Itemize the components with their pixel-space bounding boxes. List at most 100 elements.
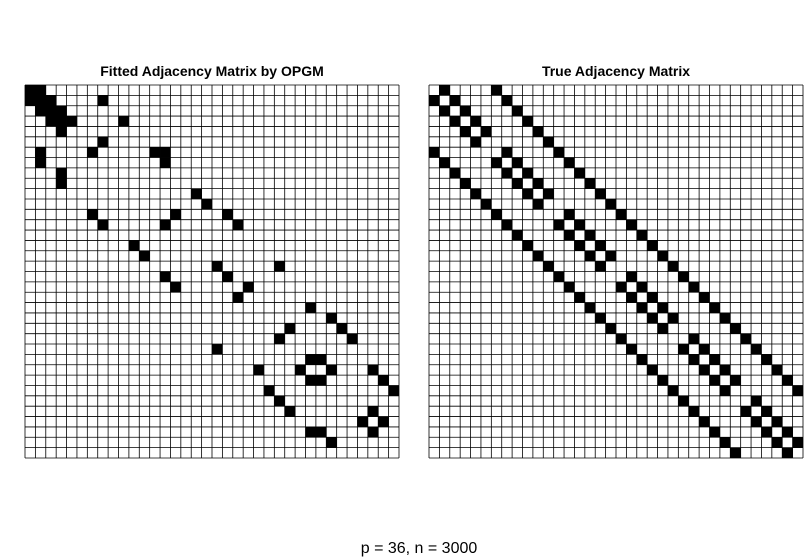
matrix-cell bbox=[35, 147, 46, 158]
matrix-cell bbox=[25, 85, 36, 96]
matrix-cell bbox=[574, 219, 585, 231]
matrix-cell bbox=[66, 116, 77, 127]
matrix-cell bbox=[284, 406, 296, 417]
matrix-cell bbox=[87, 209, 98, 220]
matrix-cell bbox=[740, 406, 752, 417]
matrix-cell bbox=[491, 157, 502, 168]
matrix-cell bbox=[212, 261, 223, 272]
fitted-matrix-panel bbox=[24, 84, 400, 459]
matrix-cell bbox=[522, 167, 533, 179]
matrix-cell bbox=[56, 178, 67, 189]
matrix-cell bbox=[564, 209, 575, 220]
matrix-cell bbox=[295, 364, 306, 376]
matrix-cell bbox=[222, 209, 233, 220]
matrix-cell bbox=[543, 261, 554, 272]
matrix-cell bbox=[501, 167, 513, 179]
matrix-cell bbox=[782, 447, 793, 458]
matrix-cell bbox=[761, 354, 772, 365]
matrix-cell bbox=[470, 188, 481, 199]
matrix-cell bbox=[512, 230, 523, 241]
matrix-cell bbox=[667, 312, 679, 324]
matrix-cell bbox=[553, 147, 565, 158]
true-matrix-panel bbox=[428, 84, 804, 459]
matrix-cell bbox=[56, 167, 67, 179]
matrix-cell bbox=[595, 240, 606, 251]
true-matrix-title: True Adjacency Matrix bbox=[542, 63, 690, 79]
matrix-cell bbox=[751, 395, 762, 407]
matrix-cell bbox=[626, 344, 637, 355]
matrix-cell bbox=[699, 364, 710, 376]
matrix-cell bbox=[274, 395, 285, 407]
matrix-cell bbox=[56, 126, 67, 137]
matrix-cell bbox=[771, 437, 783, 448]
matrix-cell bbox=[429, 147, 440, 158]
matrix-cell bbox=[616, 209, 627, 220]
matrix-cell bbox=[315, 354, 327, 365]
matrix-cell bbox=[574, 240, 585, 251]
matrix-cell bbox=[160, 271, 171, 282]
matrix-cell bbox=[170, 209, 181, 220]
matrix-cell bbox=[636, 302, 648, 313]
matrix-cell bbox=[449, 95, 461, 106]
matrix-cell bbox=[782, 375, 793, 386]
fitted-matrix-title: Fitted Adjacency Matrix by OPGM bbox=[100, 63, 324, 79]
matrix-cell bbox=[626, 271, 637, 282]
matrix-cell bbox=[771, 416, 783, 427]
matrix-cell bbox=[688, 333, 700, 345]
figure-caption: p = 36, n = 3000 bbox=[361, 540, 478, 557]
matrix-cell bbox=[97, 219, 109, 231]
matrix-cell bbox=[460, 178, 471, 189]
matrix-cell bbox=[667, 261, 679, 272]
matrix-cell bbox=[56, 105, 67, 117]
matrix-cell bbox=[118, 116, 129, 127]
matrix-cell bbox=[347, 333, 358, 345]
matrix-cell bbox=[709, 375, 720, 386]
matrix-cell bbox=[730, 323, 741, 334]
matrix-cell bbox=[367, 426, 379, 438]
matrix-cell bbox=[626, 219, 637, 231]
matrix-cell bbox=[532, 198, 544, 210]
matrix-cell bbox=[699, 344, 710, 355]
matrix-cell bbox=[480, 126, 492, 137]
matrix-cell bbox=[378, 416, 389, 427]
matrix-cell bbox=[35, 95, 46, 106]
matrix-cell bbox=[274, 261, 285, 272]
matrix-cell bbox=[605, 250, 616, 262]
matrix-cell bbox=[429, 95, 440, 106]
matrix-cell bbox=[771, 364, 783, 376]
matrix-cell bbox=[367, 364, 379, 376]
matrix-cell bbox=[263, 385, 275, 396]
matrix-cell bbox=[605, 198, 616, 210]
matrix-cell bbox=[574, 292, 585, 303]
matrix-cell bbox=[636, 354, 648, 365]
matrix-cell bbox=[678, 271, 689, 282]
matrix-cell bbox=[449, 116, 461, 127]
matrix-cell bbox=[636, 230, 648, 241]
matrix-cell bbox=[730, 447, 741, 458]
matrix-cell bbox=[584, 250, 596, 262]
matrix-cell bbox=[657, 375, 668, 386]
matrix-cell bbox=[564, 157, 575, 168]
matrix-cell bbox=[160, 157, 171, 168]
matrix-cell bbox=[543, 188, 554, 199]
matrix-cell bbox=[543, 136, 554, 148]
matrix-cell bbox=[595, 261, 606, 272]
matrix-cell bbox=[657, 323, 668, 334]
matrix-cell bbox=[139, 250, 150, 262]
matrix-cell bbox=[719, 312, 731, 324]
matrix-cell bbox=[170, 281, 181, 293]
matrix-cell bbox=[326, 364, 337, 376]
matrix-cell bbox=[491, 209, 502, 220]
matrix-cell bbox=[792, 385, 803, 396]
matrix-cell bbox=[305, 375, 316, 386]
matrix-cell bbox=[470, 116, 481, 127]
matrix-cell bbox=[315, 375, 327, 386]
matrix-cell bbox=[532, 250, 544, 262]
matrix-cell bbox=[97, 136, 109, 148]
matrix-cell bbox=[274, 333, 285, 345]
matrix-cell bbox=[667, 385, 679, 396]
matrix-cell bbox=[439, 157, 450, 168]
matrix-cell bbox=[512, 105, 523, 117]
matrix-cell bbox=[378, 375, 389, 386]
matrix-cell bbox=[501, 95, 513, 106]
